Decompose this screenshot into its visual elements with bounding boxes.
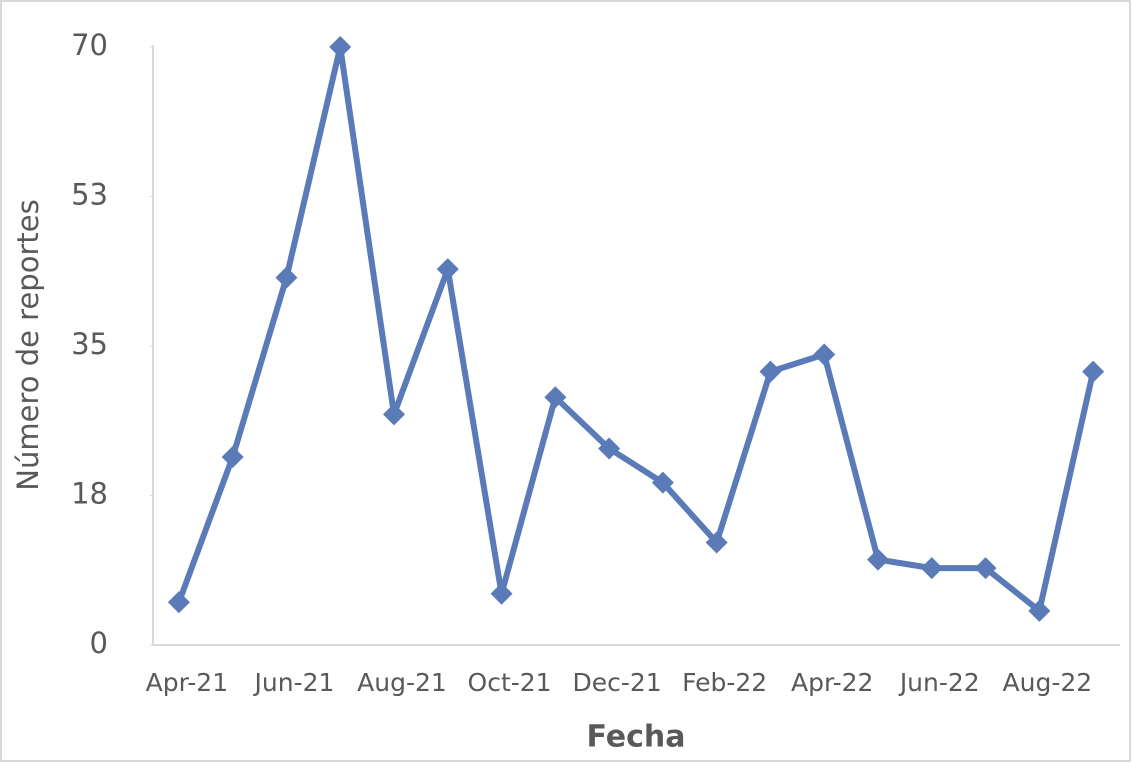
marker <box>867 548 889 571</box>
y-tick-label: 70 <box>71 28 108 62</box>
x-tick-label: Aug-22 <box>1003 668 1093 697</box>
marker <box>490 582 513 605</box>
x-axis-title: Fecha <box>586 720 685 755</box>
x-tick-label: Jun-21 <box>252 668 334 697</box>
y-axis-title: Número de reportes <box>11 199 45 490</box>
marker <box>329 36 352 58</box>
x-tick-label: Aug-21 <box>357 668 447 697</box>
x-tick-label: Apr-21 <box>146 668 228 697</box>
y-tick-label: 35 <box>71 327 108 361</box>
marker <box>705 531 728 554</box>
marker <box>920 557 943 580</box>
marker <box>167 591 190 614</box>
x-tick-label: Oct-21 <box>468 668 552 697</box>
x-tick-label: Jun-22 <box>898 668 980 697</box>
marker <box>598 437 621 460</box>
marker <box>436 258 459 281</box>
marker <box>1082 360 1105 383</box>
marker <box>221 446 244 469</box>
marker <box>275 266 298 289</box>
x-tick-label: Apr-22 <box>791 668 873 697</box>
y-tick-label: 0 <box>90 626 108 660</box>
marker <box>544 386 567 409</box>
marker <box>1028 599 1051 622</box>
marker <box>974 557 997 580</box>
marker <box>759 360 782 383</box>
marker <box>813 343 836 366</box>
y-tick-label: 53 <box>71 178 108 212</box>
x-tick-label: Feb-22 <box>682 668 767 697</box>
x-tick-label: Dec-21 <box>573 668 662 697</box>
marker <box>651 471 674 494</box>
marker <box>383 403 405 426</box>
y-tick-label: 18 <box>71 477 108 511</box>
